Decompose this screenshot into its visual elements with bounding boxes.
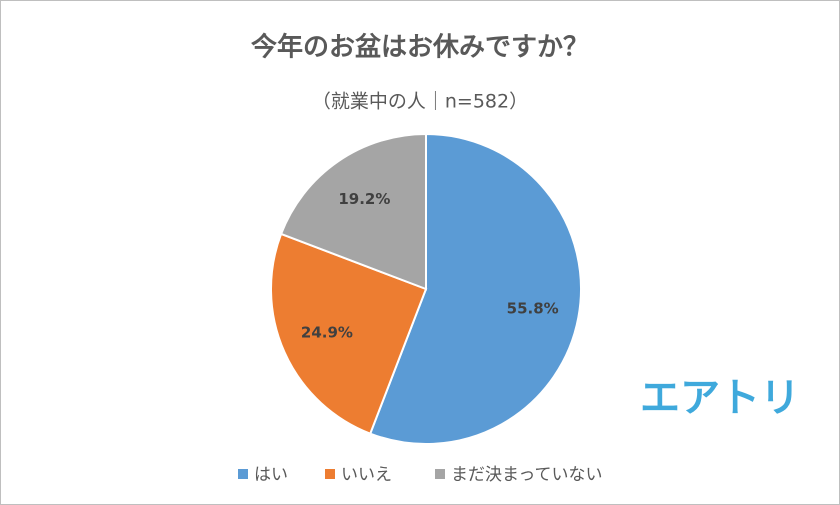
legend-label: いいえ (341, 465, 392, 485)
chart-subtitle: （就業中の人｜n=582） (312, 91, 528, 113)
data-label: 24.9% (301, 324, 353, 342)
logo: エアトリ (640, 375, 800, 421)
pie-slice (279, 132, 427, 291)
legend-marker (435, 469, 445, 479)
data-label: 55.8% (507, 299, 559, 317)
pie-slice (368, 132, 582, 445)
legend-label: はい (254, 465, 288, 485)
legend-marker (325, 469, 335, 479)
chart-title: 今年のお盆はお休みですか？ (251, 32, 589, 63)
legend-marker (238, 469, 248, 479)
pie-slice (270, 232, 428, 435)
data-label: 19.2% (338, 190, 390, 208)
legend-label: まだ決まっていない (451, 465, 602, 485)
